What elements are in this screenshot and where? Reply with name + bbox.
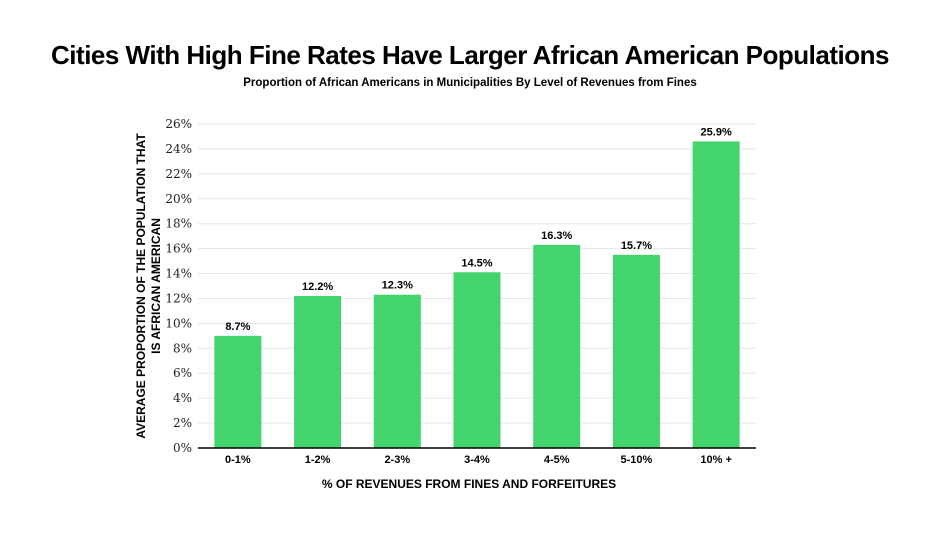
bar-value-label: 12.3% — [382, 280, 413, 292]
bar-value-label: 12.2% — [302, 281, 333, 293]
bar — [612, 254, 660, 448]
bar-value-label: 16.3% — [541, 230, 572, 242]
y-tick-label: 14% — [165, 267, 192, 281]
bar-value-label: 25.9% — [701, 126, 732, 138]
x-tick-label: 4-5% — [544, 454, 570, 466]
x-tick-label: 0-1% — [225, 454, 251, 466]
chart-subtitle: Proportion of African Americans in Munic… — [243, 77, 697, 89]
y-tick-label: 18% — [165, 217, 192, 231]
x-axis-labels: 0-1% 1-2% 2-3% 3-4% 4-5% 5-10% 10% + — [225, 454, 732, 466]
bar — [214, 335, 262, 448]
y-tick-label: 12% — [165, 291, 192, 305]
x-axis-title: % OF REVENUES FROM FINES AND FORFEITURES — [322, 477, 616, 491]
x-tick-label: 10% + — [700, 454, 732, 466]
bar — [453, 272, 501, 448]
y-tick-label: 6% — [173, 366, 192, 380]
x-tick-label: 1-2% — [305, 454, 331, 466]
y-tick-label: 26% — [165, 117, 192, 131]
bar-value-label: 15.7% — [621, 240, 652, 252]
y-tick-label: 4% — [173, 391, 192, 405]
bar — [373, 294, 421, 448]
bar-value-label: 8.7% — [225, 321, 250, 333]
y-tick-label: 2% — [173, 416, 192, 430]
x-tick-label: 2-3% — [384, 454, 410, 466]
y-tick-label: 0% — [173, 441, 192, 455]
value-labels: 8.7% 12.2% 12.3% 14.5% 16.3% 15.7% 25.9% — [225, 126, 732, 332]
y-tick-label: 10% — [165, 316, 192, 330]
x-tick-label: 5-10% — [621, 454, 653, 466]
chart-title: Cities With High Fine Rates Have Larger … — [51, 40, 889, 70]
y-tick-label: 16% — [165, 242, 192, 256]
bar — [533, 244, 581, 448]
y-tick-label: 22% — [165, 167, 192, 181]
y-tick-label: 20% — [165, 192, 192, 206]
y-axis-ticks: 0% 2% 4% 6% 8% 10% 12% 14% 16% 18% 20% 22% 24% 26% — [165, 117, 192, 455]
y-tick-label: 24% — [165, 142, 192, 156]
bar — [692, 141, 740, 448]
x-tick-label: 3-4% — [464, 454, 490, 466]
y-tick-label: 8% — [173, 341, 192, 355]
bars — [214, 141, 740, 448]
bar — [294, 295, 342, 448]
bar-value-label: 14.5% — [461, 257, 492, 269]
y-axis-title-line-1: AVERAGE PROPORTION OF THE POPULATION THA… — [134, 133, 148, 439]
y-axis-title-line-2: IS AFRICAN AMERICAN — [149, 218, 163, 354]
